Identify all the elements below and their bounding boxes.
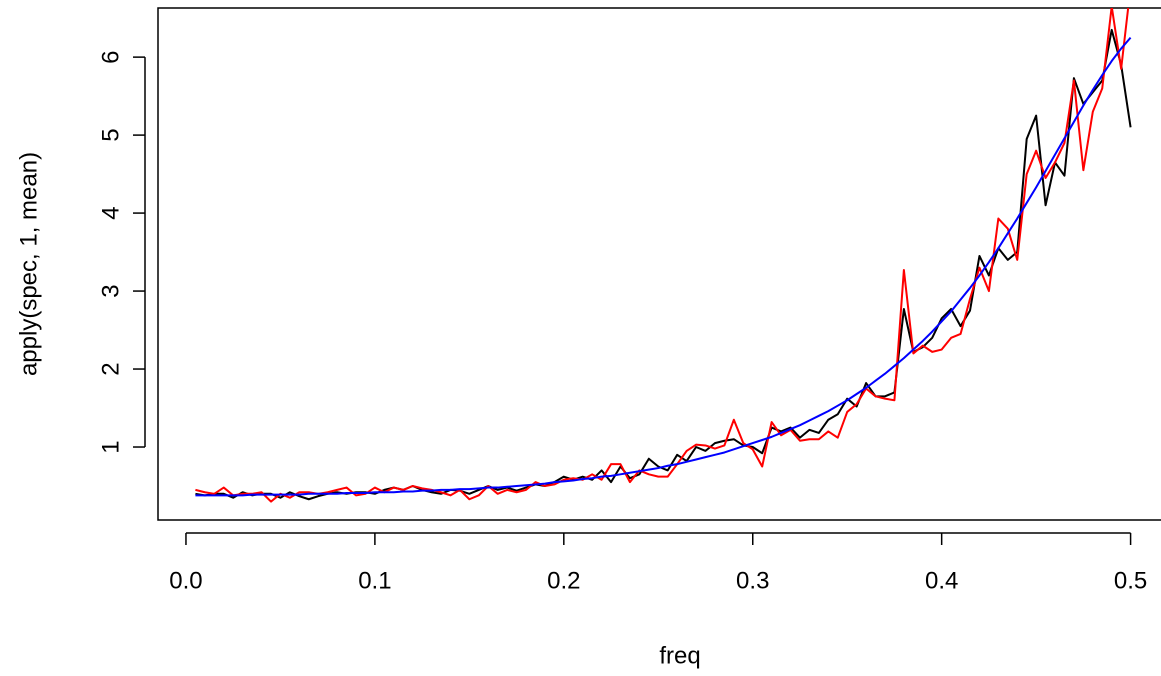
x-tick-label: 0.1 [358, 567, 391, 594]
y-axis-title: apply(spec, 1, mean) [15, 152, 42, 376]
x-axis-title: freq [659, 642, 700, 669]
x-tick-label: 0.5 [1114, 567, 1147, 594]
series-line [195, 28, 1132, 501]
plot-box [157, 7, 1161, 521]
y-tick-label: 3 [97, 284, 124, 297]
x-tick-label: 0.3 [736, 567, 769, 594]
x-tick-label: 0.2 [547, 567, 580, 594]
series-line [195, 8, 1130, 503]
series-line [195, 36, 1132, 497]
y-tick-label: 1 [97, 440, 124, 453]
y-tick-label: 4 [97, 206, 124, 219]
x-tick-label: 0.4 [925, 567, 958, 594]
y-tick-label: 6 [97, 50, 124, 63]
plot-area [195, 8, 1132, 503]
y-tick-label: 2 [97, 362, 124, 375]
y-tick-label: 5 [97, 128, 124, 141]
x-tick-label: 0.0 [169, 567, 202, 594]
